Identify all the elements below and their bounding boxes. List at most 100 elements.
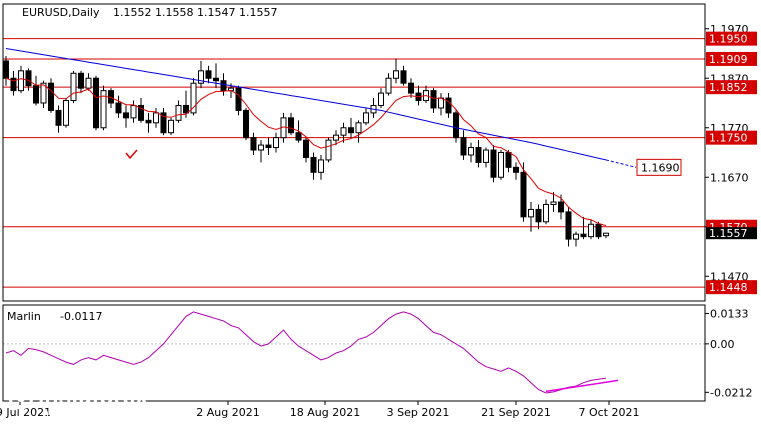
candle-body [55, 109, 62, 126]
indicator-tick-label: -0.0212 [710, 386, 752, 399]
indicator-tick-label: 0.00 [710, 338, 735, 351]
indicator-name: Marlin [7, 310, 41, 323]
candle-body [333, 134, 339, 141]
indicator-tick-label: 0.0133 [710, 307, 749, 320]
divergence-line [545, 379, 619, 393]
candle-body [63, 100, 69, 126]
candle-body [385, 77, 392, 94]
candle-body [40, 82, 47, 104]
candle-body [580, 233, 587, 238]
candle-body [310, 156, 317, 173]
price-panel: 1.1690 [3, 38, 705, 288]
indicator-value: -0.0117 [60, 310, 102, 323]
candle-body [363, 112, 369, 124]
candle-body [258, 144, 264, 151]
candle-body [588, 223, 594, 238]
candle-body [468, 147, 474, 156]
candle-body [303, 139, 309, 158]
candle-body [198, 70, 204, 84]
axes: 1.19701.18701.17701.16701.15701.14701.19… [0, 3, 757, 419]
price-panel-frame [2, 3, 706, 302]
candle-body [130, 104, 137, 119]
level-label: 1.1950 [709, 33, 748, 46]
candle-body [48, 82, 54, 111]
candle-body [535, 208, 542, 223]
candle-body [318, 159, 324, 173]
candle-body [445, 97, 452, 114]
candle-body [550, 201, 557, 205]
candle-body [250, 137, 257, 151]
ma-slow-line [5, 48, 607, 161]
watermark-brand: instaforex [38, 383, 148, 409]
candle-body [70, 72, 77, 102]
x-tick-label: 7 Oct 2021 [578, 406, 639, 419]
candle-body [243, 109, 249, 139]
candle-body [355, 122, 362, 134]
level-label: 1.1852 [709, 81, 748, 94]
level-label: 1.1909 [709, 53, 748, 66]
candle-body [18, 70, 24, 92]
x-tick-label: 21 Sep 2021 [481, 406, 551, 419]
candle-body [513, 166, 519, 173]
candle-body [10, 77, 17, 92]
candle-body [25, 70, 32, 87]
candle-body [475, 147, 482, 163]
candle-body [408, 82, 414, 94]
candle-body [558, 201, 564, 213]
check-annotation-icon [125, 149, 138, 160]
candle-body [528, 208, 534, 218]
candle-body [288, 117, 294, 134]
candle-body [168, 119, 174, 134]
candle-body [400, 70, 407, 84]
candle-body [483, 149, 489, 163]
watermark-tagline: Instant Forex Trading [46, 410, 150, 422]
candle-body [100, 90, 107, 129]
price-tick-label: 1.1470 [710, 270, 749, 283]
price-tick-label: 1.1670 [710, 171, 749, 184]
candle-body [273, 137, 279, 149]
candle-body [153, 112, 159, 124]
candle-body [78, 72, 84, 89]
candle-body [145, 119, 152, 124]
candle-body [160, 112, 167, 134]
current-price-box [706, 227, 757, 240]
indicator-panel-frame [2, 304, 706, 402]
x-tick-label: 18 Aug 2021 [290, 406, 360, 419]
ma-fast-line [5, 77, 607, 227]
candle-body [430, 90, 437, 109]
candle-body [295, 132, 302, 141]
ma-slow-projection [605, 159, 637, 168]
candle-body [205, 70, 212, 79]
level-label-box [706, 51, 757, 66]
candle-body [85, 77, 92, 89]
candle-body [325, 139, 332, 161]
candle-body [123, 112, 129, 119]
indicator-line [5, 311, 607, 394]
ohlc-readout: 1.1552 1.1558 1.1547 1.1557 [113, 6, 277, 19]
candle-body [175, 104, 182, 121]
level-label-box [706, 80, 757, 95]
level-label-box [706, 280, 757, 295]
candle-body [438, 97, 444, 109]
watermark: instaforex Instant Forex Trading [8, 383, 150, 422]
candle-body [115, 102, 122, 114]
level-label: 1.1448 [709, 281, 748, 294]
logo-icon [8, 384, 34, 410]
candle-body [498, 152, 504, 178]
candle-body [603, 232, 609, 237]
level-label: 1.1750 [709, 132, 748, 145]
candle-body [595, 223, 602, 238]
candle-body [565, 211, 572, 240]
candle-body [213, 77, 219, 82]
candle-body [505, 152, 512, 168]
candle-body [220, 80, 227, 92]
candle-body [265, 144, 272, 149]
level-label-box [706, 130, 757, 145]
candle-body [93, 77, 99, 129]
indicator-panel [3, 311, 705, 394]
candle-body [340, 127, 347, 136]
candle-body [453, 112, 459, 139]
candle-body [235, 87, 242, 111]
candle-body [190, 82, 197, 114]
